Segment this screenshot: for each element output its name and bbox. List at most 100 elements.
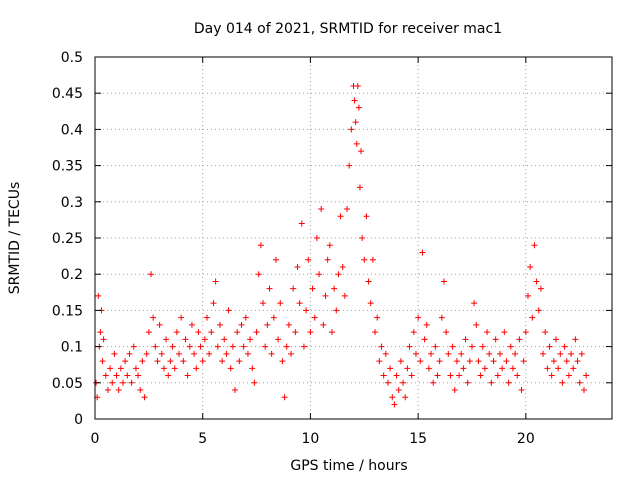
data-point bbox=[214, 343, 221, 350]
chart-title: Day 014 of 2021, SRMTID for receiver mac… bbox=[194, 21, 502, 37]
data-point bbox=[143, 350, 150, 357]
data-point bbox=[387, 365, 394, 372]
data-point bbox=[176, 350, 183, 357]
data-point bbox=[204, 314, 211, 321]
data-point bbox=[361, 256, 368, 263]
data-point bbox=[524, 292, 531, 299]
data-point bbox=[311, 314, 318, 321]
data-point bbox=[249, 365, 256, 372]
data-point bbox=[130, 343, 137, 350]
data-point bbox=[120, 379, 127, 386]
data-point bbox=[415, 314, 422, 321]
data-point bbox=[376, 358, 383, 365]
data-point bbox=[374, 314, 381, 321]
data-point bbox=[570, 365, 577, 372]
data-point bbox=[283, 343, 290, 350]
data-point bbox=[471, 300, 478, 307]
data-point bbox=[563, 358, 570, 365]
data-point bbox=[533, 278, 540, 285]
data-point bbox=[180, 358, 187, 365]
data-point bbox=[128, 379, 135, 386]
data-point bbox=[104, 387, 111, 394]
data-point bbox=[466, 358, 473, 365]
data-point bbox=[432, 343, 439, 350]
data-point bbox=[443, 329, 450, 336]
data-point bbox=[514, 372, 521, 379]
data-point bbox=[107, 365, 114, 372]
x-axis-label: GPS time / hours bbox=[290, 458, 407, 474]
data-point bbox=[225, 307, 232, 314]
data-point bbox=[195, 329, 202, 336]
data-point bbox=[257, 242, 264, 249]
data-point bbox=[421, 336, 428, 343]
data-point bbox=[458, 350, 465, 357]
y-tick-label: 0.25 bbox=[52, 231, 83, 247]
data-point bbox=[268, 350, 275, 357]
data-point bbox=[313, 235, 320, 241]
data-point bbox=[244, 350, 251, 357]
data-point bbox=[109, 379, 116, 386]
data-point bbox=[199, 358, 206, 365]
data-point bbox=[408, 372, 415, 379]
data-point bbox=[438, 314, 445, 321]
data-point bbox=[298, 220, 305, 227]
data-point bbox=[113, 372, 120, 379]
data-point bbox=[262, 343, 269, 350]
data-point bbox=[419, 249, 426, 256]
data-point bbox=[212, 278, 219, 285]
x-tick-label: 15 bbox=[409, 431, 427, 447]
data-point bbox=[122, 358, 129, 365]
data-points bbox=[93, 82, 590, 408]
data-point bbox=[359, 235, 366, 241]
data-point bbox=[167, 358, 174, 365]
data-point bbox=[576, 379, 583, 386]
y-tick-label: 0.5 bbox=[61, 50, 83, 66]
data-point bbox=[178, 314, 185, 321]
data-point bbox=[436, 358, 443, 365]
data-point bbox=[503, 358, 510, 365]
data-point bbox=[115, 387, 122, 394]
axis-ticks bbox=[94, 56, 612, 420]
data-point bbox=[451, 387, 458, 394]
data-point bbox=[255, 271, 262, 278]
data-point bbox=[242, 314, 249, 321]
y-tick-label: 0 bbox=[74, 412, 83, 428]
data-point bbox=[400, 379, 407, 386]
data-point bbox=[393, 372, 400, 379]
data-point bbox=[238, 321, 245, 328]
data-point bbox=[464, 379, 471, 386]
data-point bbox=[561, 343, 568, 350]
data-point bbox=[305, 256, 312, 263]
data-point bbox=[307, 329, 314, 336]
y-tick-label: 0.45 bbox=[52, 86, 83, 102]
data-point bbox=[574, 358, 581, 365]
data-point bbox=[150, 314, 157, 321]
data-point bbox=[145, 329, 152, 336]
data-point bbox=[434, 372, 441, 379]
data-point bbox=[428, 350, 435, 357]
data-point bbox=[188, 321, 195, 328]
data-point bbox=[163, 336, 170, 343]
data-point bbox=[339, 263, 346, 270]
data-point bbox=[389, 394, 396, 401]
data-point bbox=[449, 343, 456, 350]
data-point bbox=[348, 126, 355, 133]
data-point bbox=[135, 372, 142, 379]
data-point bbox=[430, 379, 437, 386]
data-point bbox=[520, 358, 527, 365]
data-point bbox=[460, 365, 467, 372]
data-point bbox=[555, 365, 562, 372]
data-point bbox=[507, 343, 514, 350]
data-point bbox=[473, 321, 480, 328]
data-point bbox=[372, 329, 379, 336]
data-point bbox=[333, 307, 340, 314]
data-point bbox=[294, 263, 301, 270]
data-point bbox=[490, 358, 497, 365]
data-point bbox=[326, 242, 333, 249]
data-point bbox=[355, 104, 362, 111]
data-point bbox=[139, 358, 146, 365]
data-point bbox=[344, 206, 351, 213]
data-point bbox=[501, 329, 508, 336]
data-point bbox=[552, 336, 559, 343]
data-point bbox=[290, 285, 297, 292]
